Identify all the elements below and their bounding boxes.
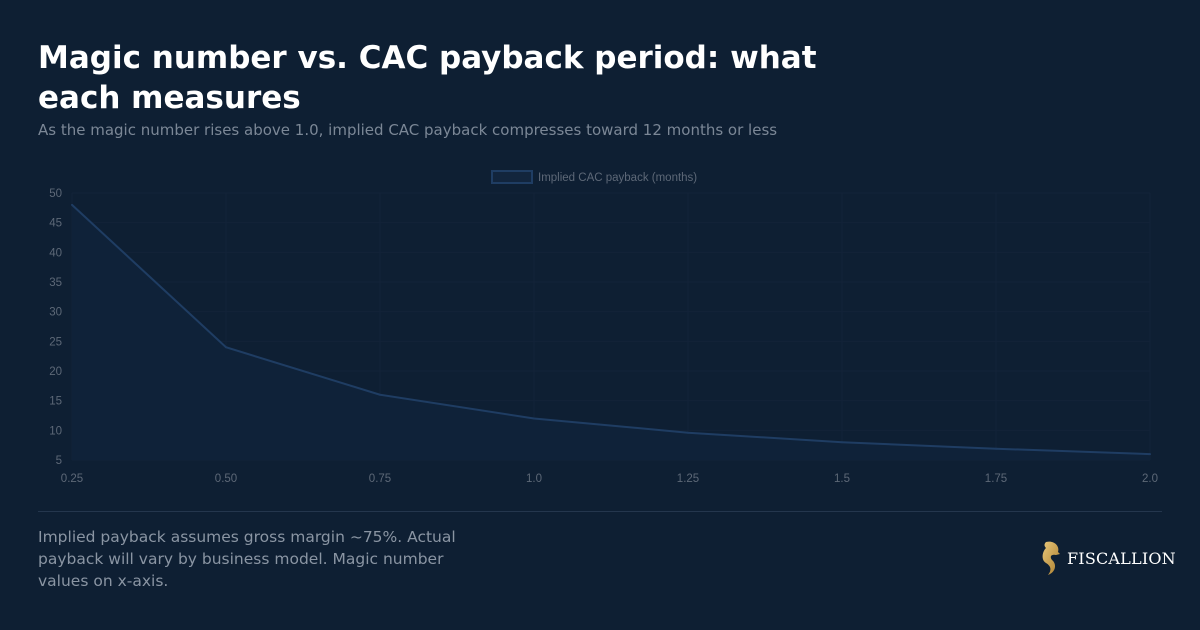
divider [38, 511, 1162, 512]
x-tick-label: 1.25 [677, 473, 699, 485]
data-point [995, 447, 997, 450]
line-chart: 5 10 15 20 25 30 35 40 45 50 0.25 0.50 0.75 1.0 1.25 1… [49, 170, 1158, 485]
y-tick-label: 10 [49, 425, 62, 437]
data-point [687, 431, 689, 434]
page-subtitle: As the magic number rises above 1.0, imp… [38, 121, 778, 139]
y-tick-label: 40 [49, 247, 62, 259]
brand-name: FISCALLION [1067, 548, 1176, 568]
y-tick-label: 25 [49, 336, 62, 348]
series-line-group [71, 203, 1151, 456]
page-title: Magic number vs. CAC payback period: wha… [38, 40, 817, 116]
data-point [71, 203, 73, 206]
footnote: Implied payback assumes gross margin ~75… [38, 528, 456, 590]
y-tick-label: 5 [56, 455, 62, 467]
data-point [225, 346, 227, 349]
x-tick-label: 1.5 [834, 473, 850, 485]
x-tick-label: 0.50 [215, 473, 237, 485]
x-axis: 0.25 0.50 0.75 1.0 1.25 1.5 1.75 2.0 [61, 473, 1158, 485]
y-tick-label: 20 [49, 366, 62, 378]
x-tick-label: 1.0 [526, 473, 542, 485]
brand-logo: FISCALLION [1040, 540, 1176, 576]
y-tick-label: 15 [49, 396, 62, 408]
y-tick-label: 45 [49, 218, 62, 230]
x-tick-label: 0.25 [61, 473, 83, 485]
area-fill-group [72, 204, 1150, 460]
y-tick-label: 35 [49, 277, 62, 289]
data-point [533, 417, 535, 420]
y-axis: 5 10 15 20 25 30 35 40 45 50 [49, 188, 62, 467]
x-tick-label: 1.75 [985, 473, 1007, 485]
legend-swatch [491, 170, 533, 184]
legend-label: Implied CAC payback (months) [538, 172, 697, 184]
series-area [72, 204, 1150, 460]
y-tick-label: 50 [49, 188, 62, 200]
data-point [841, 441, 843, 444]
x-tick-label: 0.75 [369, 473, 391, 485]
y-tick-label: 30 [49, 307, 62, 319]
horse-logo-icon [1042, 541, 1060, 575]
series-line [71, 204, 1151, 456]
data-point [1149, 453, 1151, 456]
data-point [379, 393, 381, 396]
x-tick-label: 2.0 [1142, 473, 1158, 485]
legend[interactable]: Implied CAC payback (months) [491, 170, 697, 184]
